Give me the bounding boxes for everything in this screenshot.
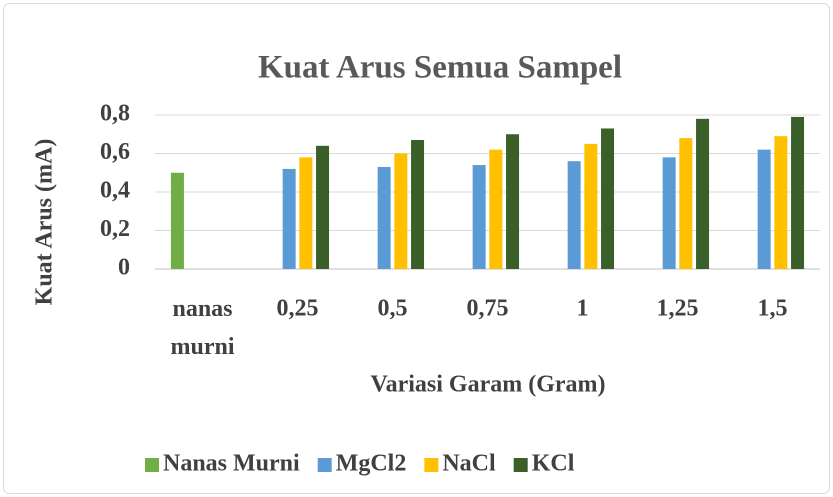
y-axis-title: Kuat Arus (mA) — [32, 139, 58, 306]
bar — [316, 145, 330, 269]
bar — [506, 134, 520, 269]
legend-swatch — [513, 458, 528, 472]
legend-swatch — [317, 458, 332, 472]
bar — [791, 116, 805, 269]
x-tick-label: 0,25 — [277, 296, 319, 322]
legend-label: Nanas Murni — [163, 451, 300, 477]
x-axis-title: Variasi Garam (Gram) — [370, 372, 605, 398]
bar — [696, 118, 710, 269]
bar — [394, 153, 408, 269]
x-tick-label: 0,5 — [378, 296, 408, 322]
bar — [282, 168, 296, 269]
bar — [757, 149, 771, 269]
legend-label: KCl — [532, 451, 575, 477]
bar — [489, 149, 503, 269]
y-tick-label: 0,8 — [100, 101, 130, 127]
bar — [411, 140, 425, 269]
legend-label: MgCl2 — [336, 451, 407, 477]
bar — [679, 138, 693, 269]
bar — [601, 128, 615, 269]
x-tick-label: 1 — [577, 296, 589, 322]
y-tick-label: 0,2 — [100, 216, 130, 242]
bar — [662, 157, 676, 269]
x-tick-label: 1,5 — [758, 296, 788, 322]
y-tick-label: 0,6 — [100, 139, 130, 165]
bar — [377, 166, 391, 269]
bar — [567, 161, 581, 269]
legend-swatch — [145, 458, 159, 472]
y-tick-label: 0 — [118, 255, 130, 281]
legend-label: NaCl — [442, 451, 496, 477]
x-tick-label: nanas murni — [170, 296, 234, 360]
bar — [299, 157, 313, 269]
y-tick-label: 0,4 — [100, 178, 130, 204]
bar — [472, 165, 486, 269]
bar — [584, 143, 598, 269]
x-tick-label: 0,75 — [467, 296, 509, 322]
chart-title: Kuat Arus Semua Sampel — [258, 50, 622, 86]
bar — [170, 172, 184, 269]
x-tick-label: 1,25 — [657, 296, 699, 322]
bar — [774, 136, 788, 269]
legend-swatch — [424, 458, 439, 472]
